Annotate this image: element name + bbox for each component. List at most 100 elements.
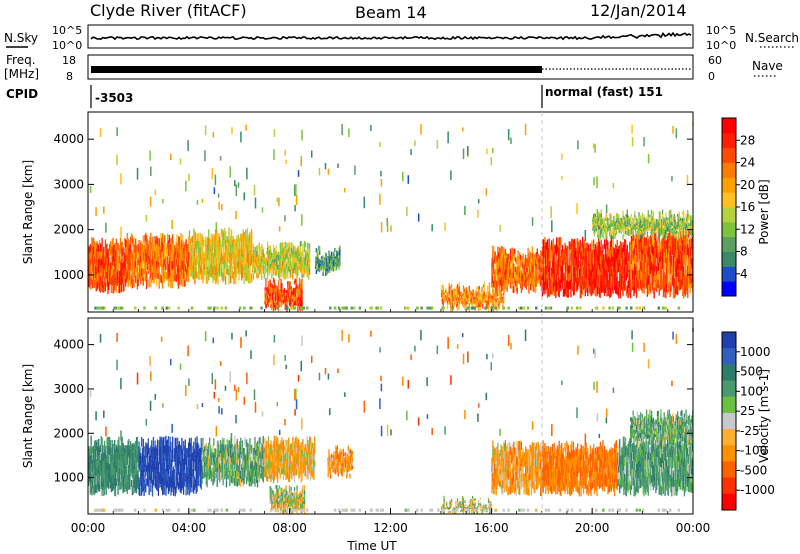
data-cell <box>620 228 623 232</box>
data-cell <box>136 470 139 480</box>
data-cell <box>155 252 157 260</box>
data-cell <box>493 304 495 308</box>
data-cell <box>548 238 550 249</box>
data-cell <box>175 274 177 281</box>
data-cell <box>669 221 671 225</box>
data-cell <box>691 258 693 269</box>
data-cell <box>316 260 318 263</box>
data-cell <box>503 283 505 292</box>
data-cell <box>582 275 584 286</box>
data-cell <box>633 222 635 225</box>
data-cell <box>119 306 122 310</box>
data-cell <box>298 289 300 294</box>
data-cell <box>456 304 458 308</box>
data-cell <box>676 224 678 228</box>
data-cell <box>664 229 666 241</box>
data-cell <box>98 257 101 266</box>
data-cell <box>150 259 152 270</box>
data-cell <box>681 226 683 238</box>
data-cell <box>642 279 644 288</box>
data-cell <box>274 282 276 288</box>
data-cell <box>525 258 528 264</box>
data-cell <box>528 273 530 281</box>
data-cell <box>621 247 623 256</box>
data-cell <box>631 225 633 229</box>
data-cell <box>111 474 113 483</box>
data-cell <box>652 224 654 230</box>
data-cell <box>144 467 146 475</box>
data-cell <box>672 287 675 299</box>
data-cell <box>529 273 531 280</box>
data-cell <box>292 252 294 258</box>
data-cell <box>624 223 626 226</box>
data-cell <box>632 231 634 242</box>
data-cell <box>174 257 176 264</box>
data-cell <box>148 240 150 249</box>
data-cell <box>495 267 497 275</box>
data-cell <box>492 253 494 261</box>
data-cell <box>633 227 635 230</box>
data-cell <box>209 256 211 264</box>
data-cell <box>608 222 610 224</box>
data-cell <box>214 247 217 257</box>
data-cell <box>634 263 636 274</box>
data-cell <box>643 263 645 274</box>
data-cell <box>260 258 262 263</box>
data-cell <box>166 271 168 281</box>
data-cell <box>286 290 288 294</box>
data-cell <box>122 247 124 256</box>
data-cell <box>163 266 165 275</box>
data-cell <box>497 294 499 297</box>
data-cell <box>685 223 687 227</box>
data-cell <box>354 165 356 175</box>
data-cell <box>580 261 582 271</box>
data-cell <box>680 270 682 280</box>
data-cell <box>245 229 247 239</box>
data-cell <box>193 270 195 280</box>
data-cell <box>627 223 629 228</box>
data-cell <box>319 259 321 264</box>
data-cell <box>114 282 116 291</box>
data-cell <box>188 173 190 182</box>
data-cell <box>465 301 467 305</box>
data-cell <box>616 219 618 224</box>
data-cell <box>97 266 99 274</box>
data-cell <box>502 251 504 258</box>
data-cell <box>609 250 612 260</box>
data-cell <box>614 227 616 231</box>
data-cell <box>93 264 96 273</box>
data-cell <box>631 258 633 270</box>
data-cell <box>456 289 458 294</box>
data-cell <box>635 222 637 225</box>
data-cell <box>529 277 532 284</box>
data-cell <box>139 463 141 472</box>
data-cell <box>606 224 608 229</box>
data-cell <box>481 289 483 292</box>
data-cell <box>565 262 567 271</box>
data-cell <box>241 263 244 272</box>
data-cell <box>120 439 123 448</box>
data-cell <box>624 247 626 257</box>
data-cell <box>101 246 103 256</box>
data-cell <box>645 216 648 220</box>
data-cell <box>93 445 95 454</box>
colorbar-swatch <box>722 236 736 252</box>
data-cell <box>264 257 266 262</box>
data-cell <box>108 471 110 481</box>
data-cell <box>298 286 300 290</box>
data-cell <box>171 237 173 246</box>
data-cell <box>150 250 152 260</box>
data-cell <box>288 289 291 294</box>
data-cell <box>97 474 99 482</box>
data-cell <box>445 292 448 295</box>
data-cell <box>335 258 337 261</box>
data-cell <box>96 273 98 283</box>
data-cell <box>601 224 603 228</box>
data-cell <box>566 263 569 272</box>
data-cell <box>128 480 130 490</box>
data-cell <box>602 226 604 229</box>
data-cell <box>109 244 111 251</box>
data-cell <box>676 236 678 240</box>
data-cell <box>239 262 241 269</box>
data-cell <box>317 264 319 268</box>
